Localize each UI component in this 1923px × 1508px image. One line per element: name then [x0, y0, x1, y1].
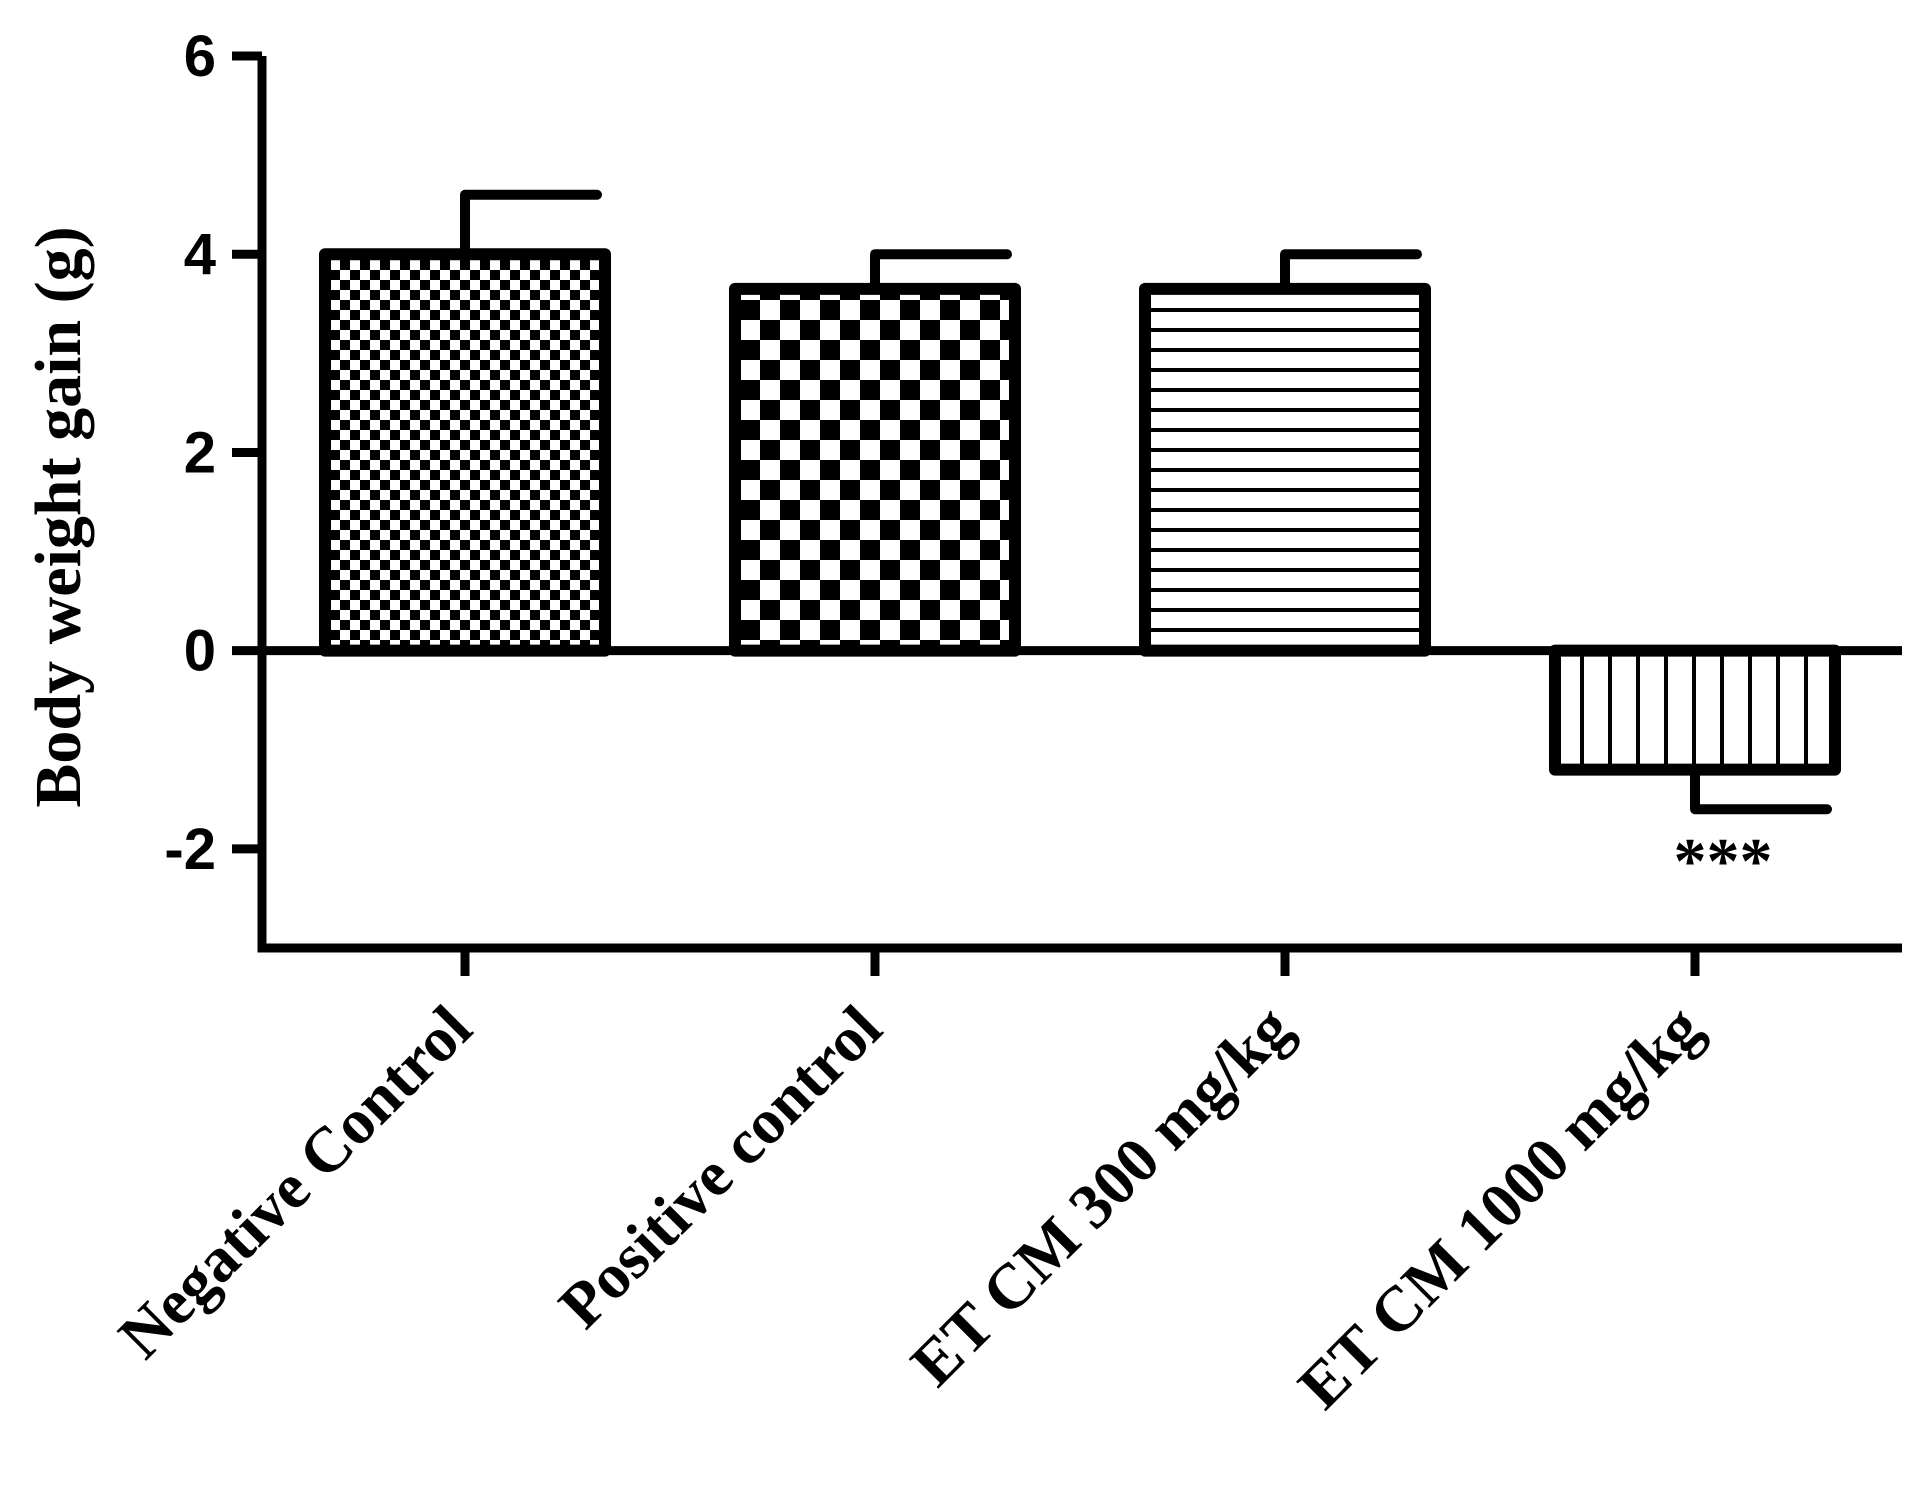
- x-category-label: ET CM 300 mg/kg: [897, 992, 1305, 1400]
- significance-annotation: ***: [1674, 825, 1773, 898]
- x-category-label: ET CM 1000 mg/kg: [1285, 992, 1715, 1422]
- annotations-layer: ***: [1674, 825, 1773, 898]
- y-tick-label: 0: [184, 619, 216, 684]
- x-category-label: Negative Control: [105, 992, 485, 1372]
- y-tick-label: 6: [184, 24, 216, 89]
- y-tick-label: 2: [184, 420, 216, 485]
- y-tick-label: -2: [164, 817, 216, 882]
- x-category-label: Positive control: [545, 992, 895, 1342]
- bar: [1549, 644, 1841, 776]
- bar: [319, 248, 611, 657]
- x-ticks-layer: Negative Control Positive control ET CM 30…: [105, 948, 1715, 1422]
- error-bars-layer: [460, 189, 1832, 815]
- y-axis-title: Body weight gain (g): [22, 226, 95, 807]
- y-ticks-layer: -2 0 2 4 6: [164, 24, 262, 882]
- y-tick-label: 4: [184, 222, 216, 287]
- bars-layer: [319, 248, 1841, 776]
- bar: [729, 282, 1021, 657]
- bar: [1139, 282, 1431, 657]
